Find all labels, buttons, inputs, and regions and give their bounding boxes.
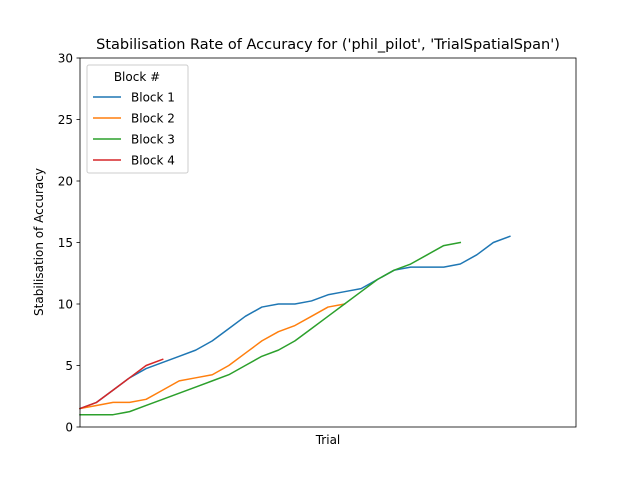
y-tick-label: 10 bbox=[58, 298, 73, 312]
x-axis-label: Trial bbox=[315, 433, 341, 447]
legend-label: Block 4 bbox=[131, 154, 175, 168]
plot-lines bbox=[79, 235, 511, 416]
series-line-block-2 bbox=[79, 303, 346, 410]
y-tick-label: 0 bbox=[65, 421, 73, 435]
y-tick-label: 5 bbox=[65, 359, 73, 373]
y-tick-label: 25 bbox=[58, 113, 73, 127]
chart-title: Stabilisation Rate of Accuracy for ('phi… bbox=[96, 37, 560, 53]
y-tick-label: 15 bbox=[58, 236, 73, 250]
legend-box bbox=[86, 64, 189, 174]
series-line-block-1 bbox=[79, 235, 511, 410]
y-axis-label: Stabilisation of Accuracy bbox=[32, 168, 46, 316]
legend: Block # Block 1 Block 2 Block 3 Block 4 bbox=[86, 64, 189, 174]
legend-title: Block # bbox=[114, 70, 160, 84]
legend-label: Block 2 bbox=[131, 112, 175, 126]
series-line-block-3 bbox=[79, 241, 462, 416]
series-line-block-4 bbox=[79, 358, 164, 410]
y-tick-label: 20 bbox=[58, 175, 73, 189]
plot-frame bbox=[79, 57, 577, 428]
y-tick-label: 30 bbox=[58, 52, 73, 66]
legend-items: Block 1 Block 2 Block 3 Block 4 bbox=[93, 91, 175, 168]
legend-label: Block 3 bbox=[131, 133, 175, 147]
y-axis-ticks: 0 5 10 15 20 25 30 bbox=[58, 52, 80, 435]
legend-label: Block 1 bbox=[131, 91, 175, 105]
